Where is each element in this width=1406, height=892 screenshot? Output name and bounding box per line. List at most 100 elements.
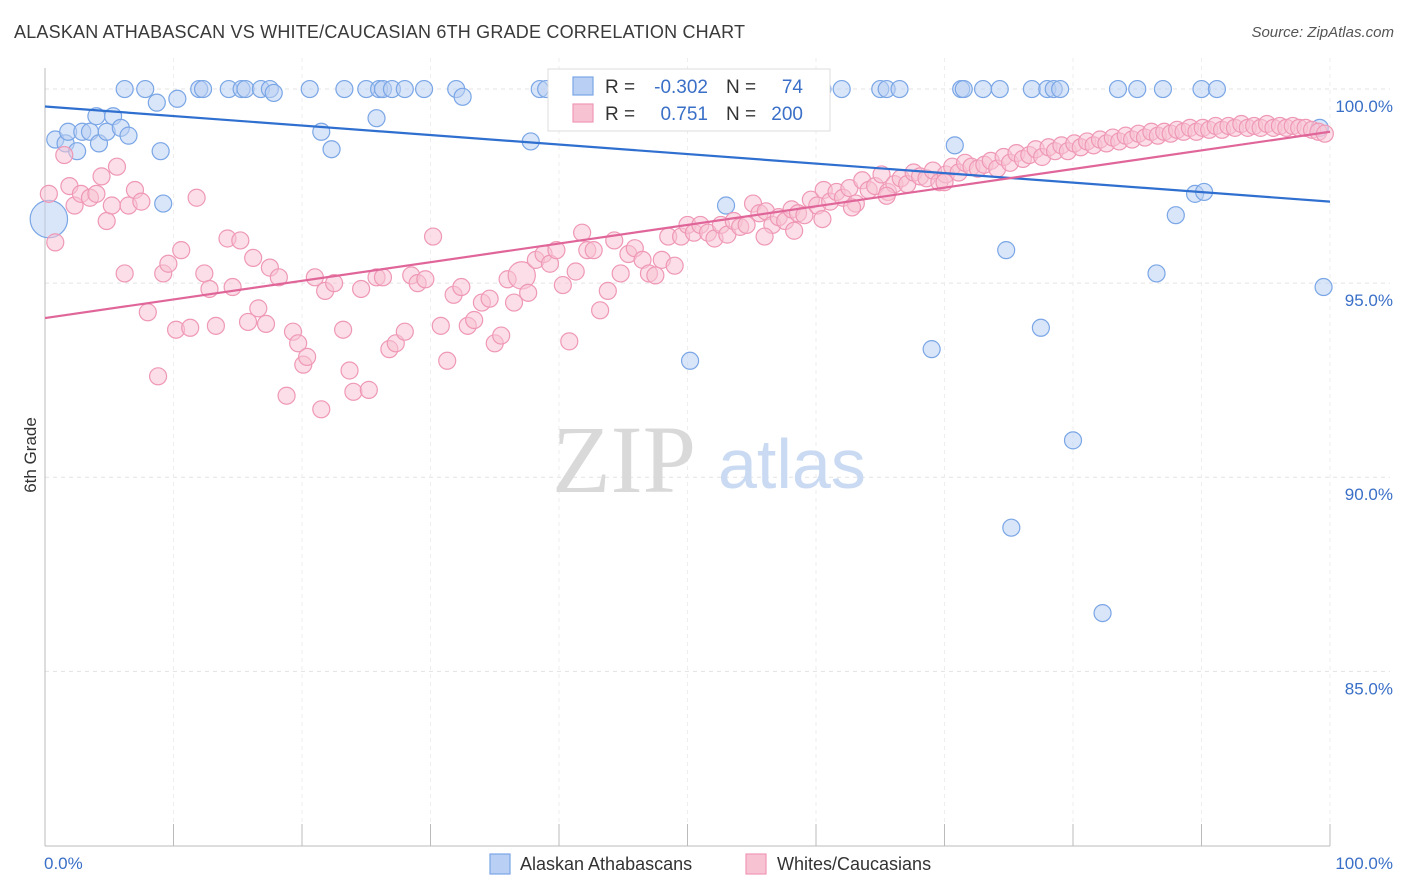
data-point xyxy=(151,142,170,161)
data-point xyxy=(1093,603,1112,623)
data-point xyxy=(39,184,58,203)
stats-r-label-1: R = xyxy=(605,77,635,98)
bottom-legend: Alaskan Athabascans Whites/Caucasians xyxy=(489,853,931,875)
data-point xyxy=(1002,518,1021,537)
data-point xyxy=(136,79,155,99)
data-point xyxy=(553,275,572,295)
data-point xyxy=(335,79,354,99)
data-point xyxy=(269,268,288,287)
data-point xyxy=(154,194,173,213)
data-point xyxy=(584,241,603,260)
data-point xyxy=(504,293,524,312)
x-tick-label: 100.0% xyxy=(1335,854,1393,873)
data-point xyxy=(1031,318,1050,337)
data-point xyxy=(646,266,665,285)
data-point xyxy=(423,227,443,246)
data-point xyxy=(973,79,993,99)
stats-legend: R = -0.302 N = 74 R = 0.751 N = 200 xyxy=(547,68,831,132)
data-point xyxy=(340,361,359,380)
data-point xyxy=(416,270,435,289)
watermark-atlas: atlas xyxy=(718,425,866,503)
data-point xyxy=(453,87,472,106)
data-point xyxy=(465,310,484,330)
stats-r-value-2: 0.751 xyxy=(660,104,708,125)
data-point xyxy=(46,233,65,252)
data-point xyxy=(1063,431,1083,450)
data-point xyxy=(1192,79,1211,99)
y-tick-label: 100.0% xyxy=(1335,97,1393,116)
data-point xyxy=(566,262,585,281)
data-point xyxy=(322,140,341,159)
stats-n-value-1: 74 xyxy=(782,77,804,98)
data-point xyxy=(785,221,804,240)
data-point xyxy=(193,79,213,99)
data-point xyxy=(359,380,378,399)
trend-line xyxy=(44,130,1331,320)
data-point xyxy=(480,289,499,308)
data-point xyxy=(119,126,138,145)
data-point xyxy=(244,248,263,268)
data-point xyxy=(611,264,630,283)
stats-swatch-blue xyxy=(572,76,594,96)
data-point xyxy=(431,316,450,335)
data-point xyxy=(148,367,168,386)
data-point xyxy=(92,167,111,186)
data-point xyxy=(256,314,276,334)
data-point xyxy=(1128,79,1147,99)
stats-r-label-2: R = xyxy=(605,104,635,125)
data-point xyxy=(414,79,434,99)
data-point xyxy=(1166,206,1185,225)
data-point xyxy=(312,400,331,419)
trend-line xyxy=(44,105,1331,203)
data-point xyxy=(1022,79,1041,99)
data-point xyxy=(115,264,134,283)
data-point xyxy=(665,256,684,275)
data-point xyxy=(1051,79,1070,99)
legend-swatch-alaskan-athabascans xyxy=(489,853,511,875)
data-point xyxy=(238,312,258,332)
chart-title: ALASKAN ATHABASCAN VS WHITE/CAUCASIAN 6T… xyxy=(14,22,746,42)
data-point xyxy=(997,241,1016,260)
data-point xyxy=(598,281,617,301)
data-point xyxy=(560,332,579,351)
data-point xyxy=(102,196,121,215)
data-point xyxy=(147,93,166,112)
data-point xyxy=(373,268,393,287)
legend-swatch-whites-caucasians xyxy=(745,853,767,875)
data-point xyxy=(890,79,909,99)
data-point xyxy=(1314,277,1333,297)
data-point xyxy=(842,198,862,217)
data-point xyxy=(395,79,414,99)
data-point xyxy=(195,264,214,283)
data-point xyxy=(519,283,538,302)
legend-label-alaskan-athabascans: Alaskan Athabascans xyxy=(520,854,692,874)
data-point xyxy=(352,279,371,299)
x-tick-label: 0.0% xyxy=(44,854,83,873)
source-label: Source: ZipAtlas.com xyxy=(1251,24,1394,41)
watermark-zip: ZIP xyxy=(552,406,696,513)
watermark: ZIP atlas xyxy=(552,406,866,513)
data-point xyxy=(159,254,178,273)
data-point xyxy=(223,277,242,297)
data-point xyxy=(172,241,191,260)
data-point xyxy=(492,326,511,345)
data-point xyxy=(168,89,187,108)
series-points-alaskan-athabascans xyxy=(29,79,1333,623)
data-point xyxy=(138,303,157,322)
data-point xyxy=(334,320,353,339)
data-point xyxy=(1147,264,1166,283)
data-point xyxy=(945,136,964,155)
data-point xyxy=(1207,79,1227,99)
data-point xyxy=(813,209,832,229)
data-point xyxy=(29,199,69,239)
y-tick-label: 90.0% xyxy=(1345,485,1393,504)
data-point xyxy=(132,192,151,211)
data-point xyxy=(107,157,127,176)
y-tick-label: 85.0% xyxy=(1345,679,1393,698)
data-point xyxy=(344,382,363,401)
data-point xyxy=(438,351,457,370)
data-point xyxy=(264,83,283,103)
data-point xyxy=(832,79,851,99)
data-point xyxy=(181,318,200,337)
